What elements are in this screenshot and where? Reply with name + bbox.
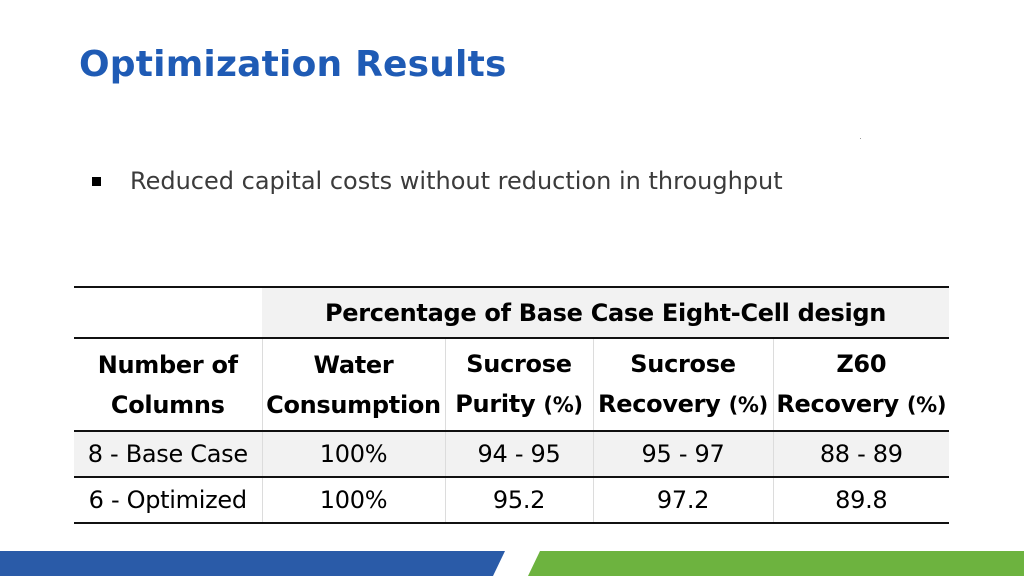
header-line: Recovery (%) <box>774 384 950 425</box>
table-cell: 100% <box>261 431 445 478</box>
table-row: 8 - Base Case 100% 94 - 95 95 - 97 88 - … <box>74 431 950 478</box>
table-cell: 8 - Base Case <box>74 431 262 478</box>
table-cell: 97.2 <box>592 477 773 524</box>
header-line: Sucrose <box>630 350 736 378</box>
table-supra-header: Percentage of Base Case Eight-Cell desig… <box>262 286 950 339</box>
header-line: Z60 <box>836 350 887 378</box>
column-header-water-consumption: Water Consumption <box>261 338 445 432</box>
header-line-text: Recovery <box>776 390 899 418</box>
header-line-text: Recovery <box>598 390 721 418</box>
table-row: 6 - Optimized 100% 95.2 97.2 89.8 <box>74 477 950 524</box>
header-line: Sucrose <box>466 350 572 378</box>
column-header-number-of-columns: Number of Columns <box>74 338 262 432</box>
header-line: Number of <box>97 350 238 379</box>
header-line: Purity (%) <box>446 384 593 425</box>
header-line-text: Consumption <box>266 390 441 419</box>
table-cell: 6 - Optimized <box>74 477 262 524</box>
table-corner-cell <box>74 286 262 339</box>
header-unit: (%) <box>728 393 769 417</box>
table-cell: 100% <box>261 477 445 524</box>
bullet-text: Reduced capital costs without reduction … <box>130 167 783 195</box>
decorative-speck <box>860 138 861 139</box>
column-header-z60-recovery: Z60 Recovery (%) <box>772 338 950 432</box>
column-header-sucrose-recovery: Sucrose Recovery (%) <box>592 338 773 432</box>
footer-bar-blue <box>0 551 505 576</box>
table-supra-header-row: Percentage of Base Case Eight-Cell desig… <box>74 286 950 339</box>
table-header-row: Number of Columns Water Consumption Sucr… <box>74 338 950 432</box>
footer-bar-green <box>528 551 1024 576</box>
header-line: Water <box>313 350 394 379</box>
column-header-sucrose-purity: Sucrose Purity (%) <box>444 338 593 432</box>
header-line: Columns <box>74 385 262 425</box>
header-line-text: Columns <box>110 390 225 419</box>
bullet-item: Reduced capital costs without reduction … <box>92 164 783 198</box>
table-cell: 95.2 <box>444 477 593 524</box>
square-bullet-icon <box>92 176 101 186</box>
header-line-text: Purity <box>455 390 536 418</box>
header-unit: (%) <box>906 393 947 417</box>
table-cell: 95 - 97 <box>592 431 773 478</box>
table-cell: 89.8 <box>772 477 950 524</box>
table-cell: 88 - 89 <box>772 431 950 478</box>
table-cell: 94 - 95 <box>444 431 593 478</box>
slide-title: Optimization Results <box>79 44 507 85</box>
header-unit: (%) <box>543 393 583 417</box>
header-line: Recovery (%) <box>594 384 773 425</box>
header-line: Consumption <box>263 385 445 425</box>
results-table: Percentage of Base Case Eight-Cell desig… <box>74 286 950 524</box>
